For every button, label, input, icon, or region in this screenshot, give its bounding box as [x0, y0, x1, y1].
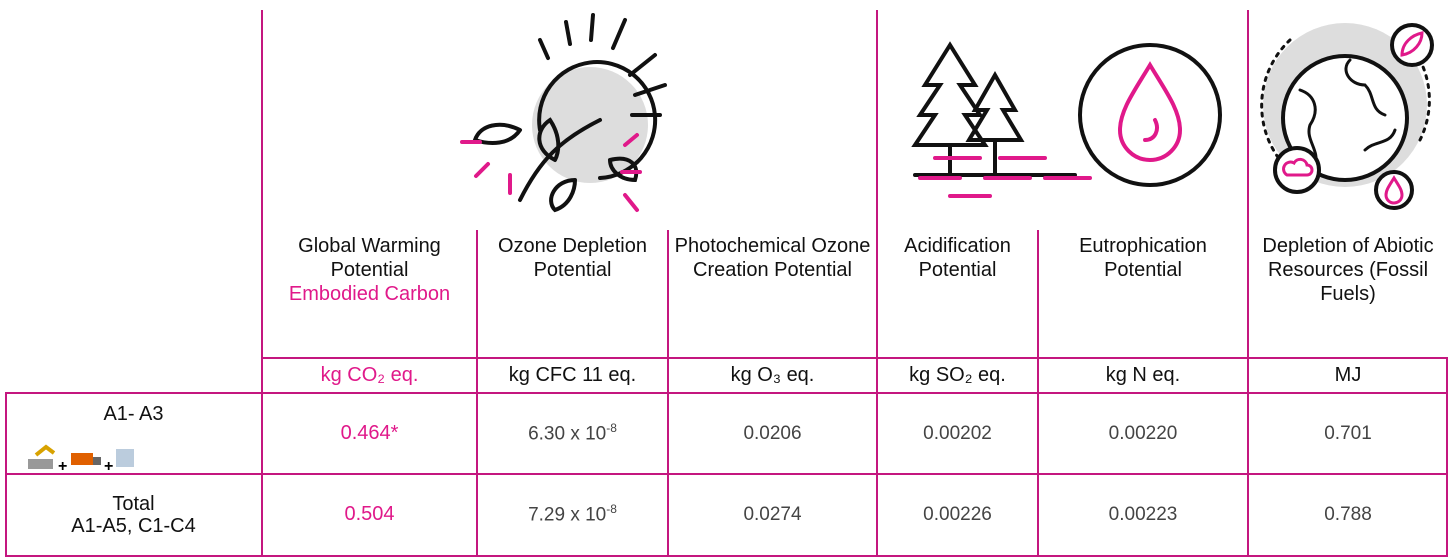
column-header: Acidification Potential [877, 230, 1038, 358]
value: 7.29 x 10-8 [528, 502, 617, 526]
value-base: 7.29 x 10 [528, 505, 606, 526]
unit-cell: kg CO₂ eq. [262, 358, 477, 393]
unit-cell: MJ [1248, 358, 1448, 393]
unit: kg O₃ eq. [731, 364, 815, 387]
value: 0.788 [1324, 504, 1372, 526]
row-label-line: Total [112, 493, 154, 515]
value: 0.0274 [743, 504, 801, 526]
unit: MJ [1335, 364, 1362, 387]
value: 0.00220 [1109, 423, 1178, 445]
value-cell: 6.30 x 10-8 [477, 393, 668, 474]
value: 0.504 [344, 503, 394, 526]
row-label: A1- A3 [5, 393, 262, 474]
value: 0.00223 [1109, 504, 1178, 525]
icons [0, 0, 1448, 230]
value: 0.464* [341, 422, 399, 444]
value: 6.30 x 10-8 [528, 421, 617, 445]
value-cell: 0.701 [1248, 393, 1448, 474]
value: 0.788 [1324, 504, 1372, 525]
unit-cell: kg SO₂ eq. [877, 358, 1038, 393]
column-header: Ozone Depletion Potential [477, 230, 668, 358]
value-cell: 0.464* [262, 393, 477, 474]
column-header: Photochemical Ozone Creation Potential [668, 230, 877, 358]
value-cell: 0.00226 [877, 474, 1038, 555]
value: 0.00223 [1109, 504, 1178, 526]
unit: kg CFC 11 eq. [509, 364, 636, 387]
value: 0.701 [1324, 423, 1372, 444]
unit: kg SO₂ eq. [909, 364, 1006, 387]
value: 0.0274 [743, 504, 801, 525]
row-label-line: A1- A3 [103, 403, 163, 425]
divider [5, 392, 1448, 394]
column-name: Ozone Depletion Potential [483, 234, 662, 282]
column-name: Photochemical Ozone Creation Potential [674, 234, 871, 282]
divider [262, 357, 1448, 359]
value: 0.504 [344, 503, 394, 525]
value-cell: 0.00223 [1038, 474, 1248, 555]
value: 0.00226 [923, 504, 992, 525]
unit: kg CO₂ eq. [321, 364, 419, 387]
unit-cell: kg N eq. [1038, 358, 1248, 393]
globe-icon [1262, 23, 1432, 208]
value-cell: 7.29 x 10-8 [477, 474, 668, 555]
unit-cell: kg O₃ eq. [668, 358, 877, 393]
forest-water-icon [915, 45, 1220, 196]
value: 0.00226 [923, 504, 992, 526]
unit: kg N eq. [1106, 364, 1180, 387]
sun-plant-icon [462, 15, 665, 210]
column-header: Depletion of Abiotic Resources (Fossil F… [1248, 230, 1448, 358]
column-highlight: Embodied Carbon [289, 282, 450, 306]
value-exponent: -8 [606, 421, 617, 435]
divider [5, 473, 1448, 475]
value: 0.701 [1324, 423, 1372, 445]
column-name: Depletion of Abiotic Resources (Fossil F… [1254, 234, 1442, 306]
value-cell: 0.00202 [877, 393, 1038, 474]
value: 0.0206 [743, 423, 801, 444]
value-cell: 0.0206 [668, 393, 877, 474]
row-label-line: A1-A5, C1-C4 [71, 515, 196, 537]
value-base: 6.30 x 10 [528, 424, 606, 445]
value-cell: 0.00220 [1038, 393, 1248, 474]
value-cell: 0.0274 [668, 474, 877, 555]
value: 0.0206 [743, 423, 801, 445]
value: 0.00220 [1109, 423, 1178, 444]
value-cell: 0.504 [262, 474, 477, 555]
table: + + Global Warming PotentialEmbodied Car… [0, 0, 1448, 558]
column-name: Acidification Potential [883, 234, 1032, 282]
column-name: Global Warming Potential [268, 234, 471, 282]
value: 0.464* [341, 422, 399, 445]
value: 0.00202 [923, 423, 992, 444]
value: 0.00202 [923, 423, 992, 445]
value-exponent: -8 [606, 502, 617, 516]
column-name: Eutrophication Potential [1044, 234, 1242, 282]
unit-cell: kg CFC 11 eq. [477, 358, 668, 393]
value-cell: 0.788 [1248, 474, 1448, 555]
column-header: Eutrophication Potential [1038, 230, 1248, 358]
divider [5, 555, 1448, 557]
